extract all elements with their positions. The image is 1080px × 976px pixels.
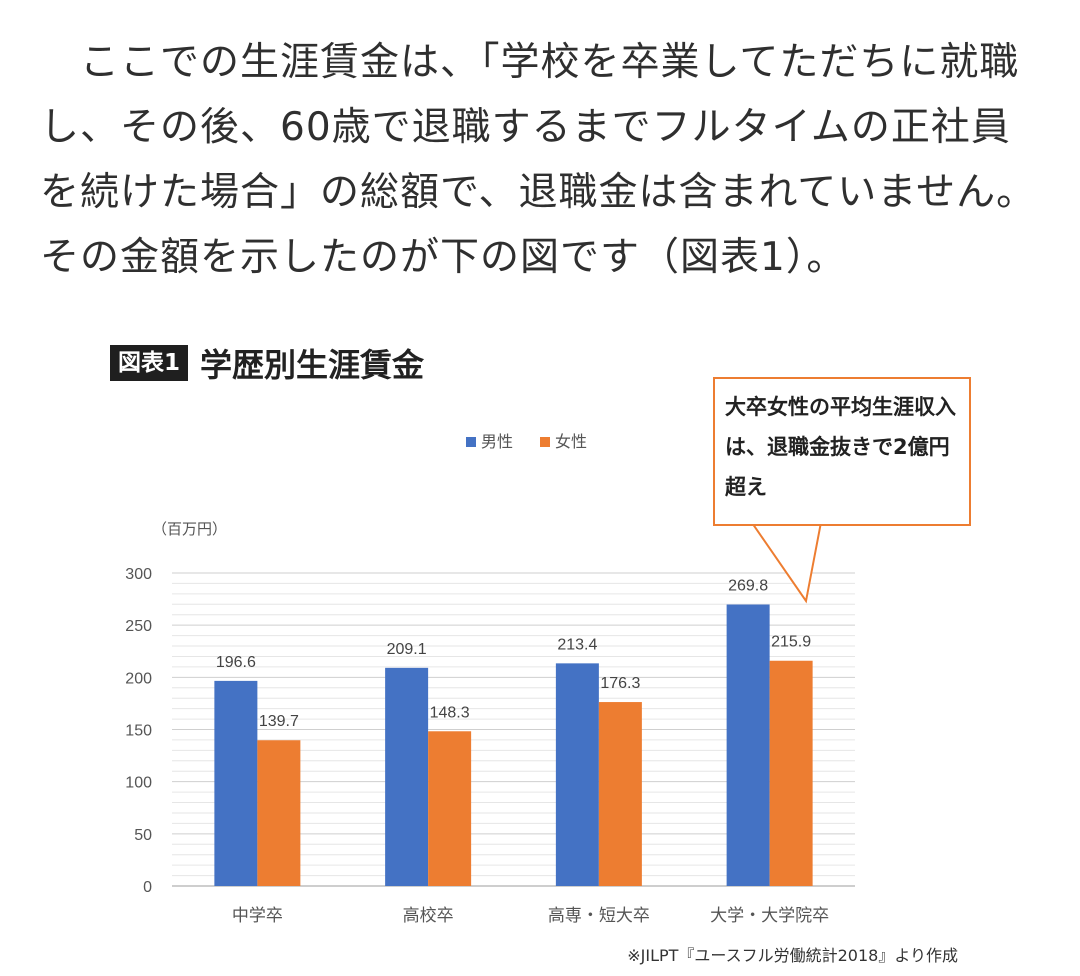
bar-male xyxy=(385,667,429,886)
data-label: 139.7 xyxy=(259,713,299,730)
bar-female xyxy=(428,731,472,886)
labels: 0 50 100 150 200 250 300 （百万円） 196.6 139.7 中学卒 209.… xyxy=(125,432,829,926)
data-label: 269.8 xyxy=(728,578,768,595)
y-tick-label: 150 xyxy=(125,723,152,740)
source-note: ※JILPT『ユースフル労働統計2018』より作成 xyxy=(627,946,958,965)
data-label: 213.4 xyxy=(557,636,597,653)
y-tick-label: 0 xyxy=(143,879,152,896)
bar-female xyxy=(257,740,301,886)
data-label: 215.9 xyxy=(771,634,811,651)
y-tick-label: 200 xyxy=(125,670,152,687)
bar-male xyxy=(726,604,770,886)
y-tick-label: 50 xyxy=(134,827,152,844)
data-label: 209.1 xyxy=(387,641,427,658)
body-paragraph: ここでの生涯賃金は、「学校を卒業してただちに就職し、その後、60歳で退職するまで… xyxy=(40,40,1037,280)
y-tick-label: 250 xyxy=(125,618,152,635)
bars xyxy=(214,604,813,886)
x-tick-label: 大学・大学院卒 xyxy=(710,906,829,926)
bar-male xyxy=(214,680,258,886)
legend-label: 女性 xyxy=(555,432,587,451)
bar-male xyxy=(555,663,599,886)
figure-heading: 図表1 学歴別生涯賃金 xyxy=(110,340,424,386)
y-tick-label: 100 xyxy=(125,775,152,792)
bar-female xyxy=(769,660,813,886)
figure-title: 学歴別生涯賃金 xyxy=(200,346,425,384)
legend-swatch-female xyxy=(540,437,550,447)
x-tick-label: 高専・短大卒 xyxy=(548,906,650,926)
x-tick-label: 高校卒 xyxy=(403,906,454,926)
figure-badge: 図表1 xyxy=(110,345,189,381)
bar-female xyxy=(598,702,642,886)
x-tick-label: 中学卒 xyxy=(232,906,283,926)
y-tick-label: 300 xyxy=(125,566,152,583)
legend-swatch-male xyxy=(466,437,476,447)
y-unit-label: （百万円） xyxy=(152,520,227,538)
callout-box: 大卒女性の平均生涯収入は、退職金抜きで2億円超え xyxy=(713,377,971,526)
data-label: 196.6 xyxy=(216,654,256,671)
legend-label: 男性 xyxy=(481,432,513,451)
data-label: 148.3 xyxy=(430,704,470,721)
data-label: 176.3 xyxy=(600,675,640,692)
